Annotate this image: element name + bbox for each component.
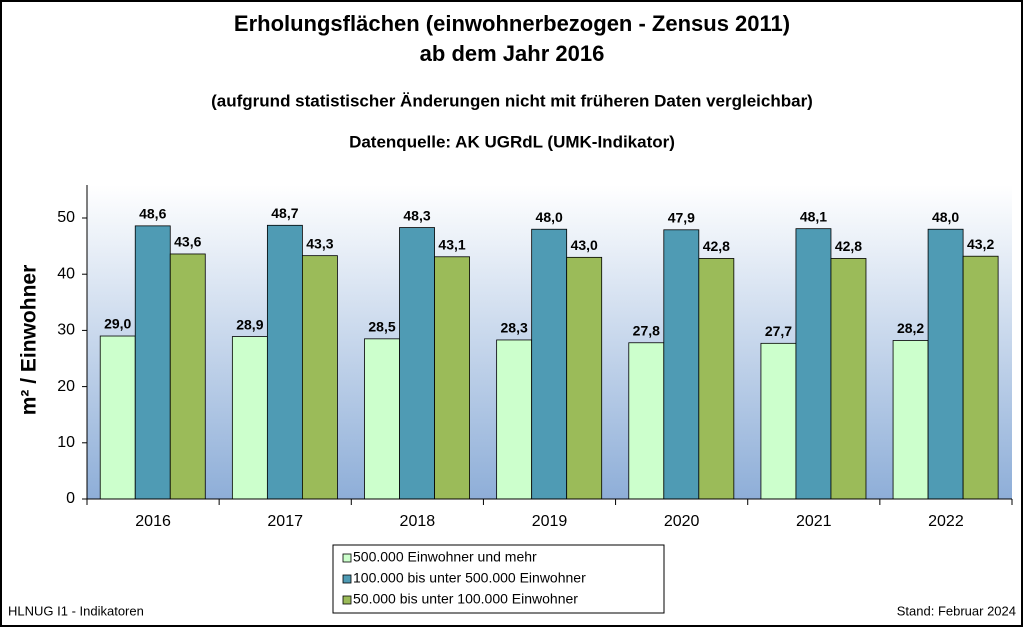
value-label: 43,1 — [438, 236, 465, 252]
value-label: 29,0 — [104, 316, 131, 332]
legend-swatch — [342, 553, 352, 563]
value-label: 48,6 — [139, 206, 166, 222]
bar — [927, 228, 964, 500]
bar — [301, 255, 338, 500]
source: Datenquelle: AK UGRdL (UMK-Indikator) — [349, 132, 675, 151]
x-tick-label: 2019 — [532, 513, 568, 530]
bar — [962, 255, 999, 500]
x-tick-label: 2018 — [400, 513, 436, 530]
bar — [434, 256, 470, 500]
bar — [99, 335, 136, 500]
y-tick-label: 40 — [57, 265, 75, 282]
value-label: 48,0 — [932, 209, 959, 225]
bar — [364, 338, 400, 500]
x-tick-label: 2021 — [796, 513, 832, 530]
bar — [531, 228, 568, 500]
legend-label: 50.000 bis unter 100.000 Einwohner — [353, 591, 578, 607]
value-label: 28,2 — [897, 320, 924, 336]
legend-label: 100.000 bis unter 500.000 Einwohner — [353, 570, 586, 586]
x-tick-label: 2016 — [135, 513, 171, 530]
y-tick-label: 10 — [57, 434, 75, 451]
bar — [892, 340, 929, 500]
bar — [231, 336, 268, 500]
bar — [496, 339, 533, 500]
bar — [266, 224, 303, 500]
footer-left: HLNUG I1 - Indikatoren — [8, 603, 144, 618]
legend-swatch — [342, 574, 352, 584]
bar — [399, 227, 435, 500]
bar — [698, 258, 735, 500]
x-tick-label: 2020 — [664, 513, 700, 530]
bar — [795, 228, 832, 500]
bar — [566, 256, 603, 500]
value-label: 43,6 — [174, 234, 201, 250]
x-tick-label: 2022 — [928, 513, 964, 530]
bar — [169, 253, 206, 500]
value-label: 47,9 — [668, 210, 695, 226]
value-label: 48,0 — [536, 209, 563, 225]
value-label: 27,8 — [633, 322, 660, 338]
value-label: 43,2 — [967, 236, 994, 252]
y-axis-label: m² / Einwohner — [18, 265, 41, 416]
subtitle: (aufgrund statistischer Änderungen nicht… — [211, 91, 813, 110]
value-label: 27,7 — [765, 323, 792, 339]
y-tick-label: 50 — [57, 209, 75, 226]
value-label: 28,9 — [236, 316, 263, 332]
legend-label: 500.000 Einwohner und mehr — [353, 549, 537, 565]
value-label: 28,3 — [501, 320, 528, 336]
legend-swatch — [342, 595, 352, 605]
bar — [663, 229, 700, 500]
legend-box — [332, 544, 665, 614]
footer-right: Stand: Februar 2024 — [897, 603, 1016, 618]
value-label: 28,5 — [368, 319, 395, 335]
chart-title: Erholungsflächen (einwohnerbezogen - Zen… — [234, 11, 790, 36]
bar — [134, 225, 171, 500]
bar — [830, 258, 867, 500]
value-label: 48,3 — [403, 207, 430, 223]
y-tick-label: 20 — [57, 378, 75, 395]
bar — [760, 342, 797, 500]
bar — [628, 342, 665, 500]
value-label: 48,1 — [800, 208, 827, 224]
x-tick-label: 2017 — [267, 513, 303, 530]
y-tick-label: 30 — [57, 322, 75, 339]
value-label: 43,3 — [306, 235, 333, 251]
value-label: 48,7 — [271, 205, 298, 221]
value-label: 43,0 — [571, 237, 598, 253]
chart-title: ab dem Jahr 2016 — [420, 41, 605, 66]
value-label: 42,8 — [835, 238, 862, 254]
value-label: 42,8 — [703, 238, 730, 254]
y-tick-label: 0 — [66, 490, 75, 507]
